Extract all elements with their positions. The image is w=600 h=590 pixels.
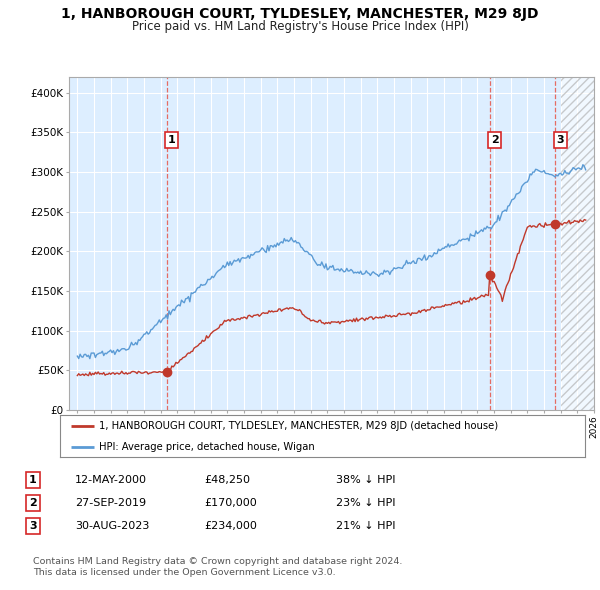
Text: 1, HANBOROUGH COURT, TYLDESLEY, MANCHESTER, M29 8JD (detached house): 1, HANBOROUGH COURT, TYLDESLEY, MANCHEST…	[100, 421, 499, 431]
Text: HPI: Average price, detached house, Wigan: HPI: Average price, detached house, Wiga…	[100, 442, 315, 451]
Text: £48,250: £48,250	[204, 475, 250, 484]
Text: 2: 2	[29, 498, 37, 507]
Text: 1: 1	[168, 135, 176, 145]
Text: 2: 2	[491, 135, 499, 145]
Text: 21% ↓ HPI: 21% ↓ HPI	[336, 521, 395, 530]
Text: 30-AUG-2023: 30-AUG-2023	[75, 521, 149, 530]
Text: This data is licensed under the Open Government Licence v3.0.: This data is licensed under the Open Gov…	[33, 568, 335, 577]
Text: £234,000: £234,000	[204, 521, 257, 530]
Text: Contains HM Land Registry data © Crown copyright and database right 2024.: Contains HM Land Registry data © Crown c…	[33, 558, 403, 566]
Text: 23% ↓ HPI: 23% ↓ HPI	[336, 498, 395, 507]
Text: 27-SEP-2019: 27-SEP-2019	[75, 498, 146, 507]
Text: 3: 3	[556, 135, 564, 145]
Text: 1: 1	[29, 475, 37, 484]
Bar	[560, 77, 594, 410]
Text: 38% ↓ HPI: 38% ↓ HPI	[336, 475, 395, 484]
Text: 1, HANBOROUGH COURT, TYLDESLEY, MANCHESTER, M29 8JD: 1, HANBOROUGH COURT, TYLDESLEY, MANCHEST…	[61, 7, 539, 21]
Text: £170,000: £170,000	[204, 498, 257, 507]
Text: 3: 3	[29, 521, 37, 530]
Text: 12-MAY-2000: 12-MAY-2000	[75, 475, 147, 484]
Text: Price paid vs. HM Land Registry's House Price Index (HPI): Price paid vs. HM Land Registry's House …	[131, 20, 469, 33]
